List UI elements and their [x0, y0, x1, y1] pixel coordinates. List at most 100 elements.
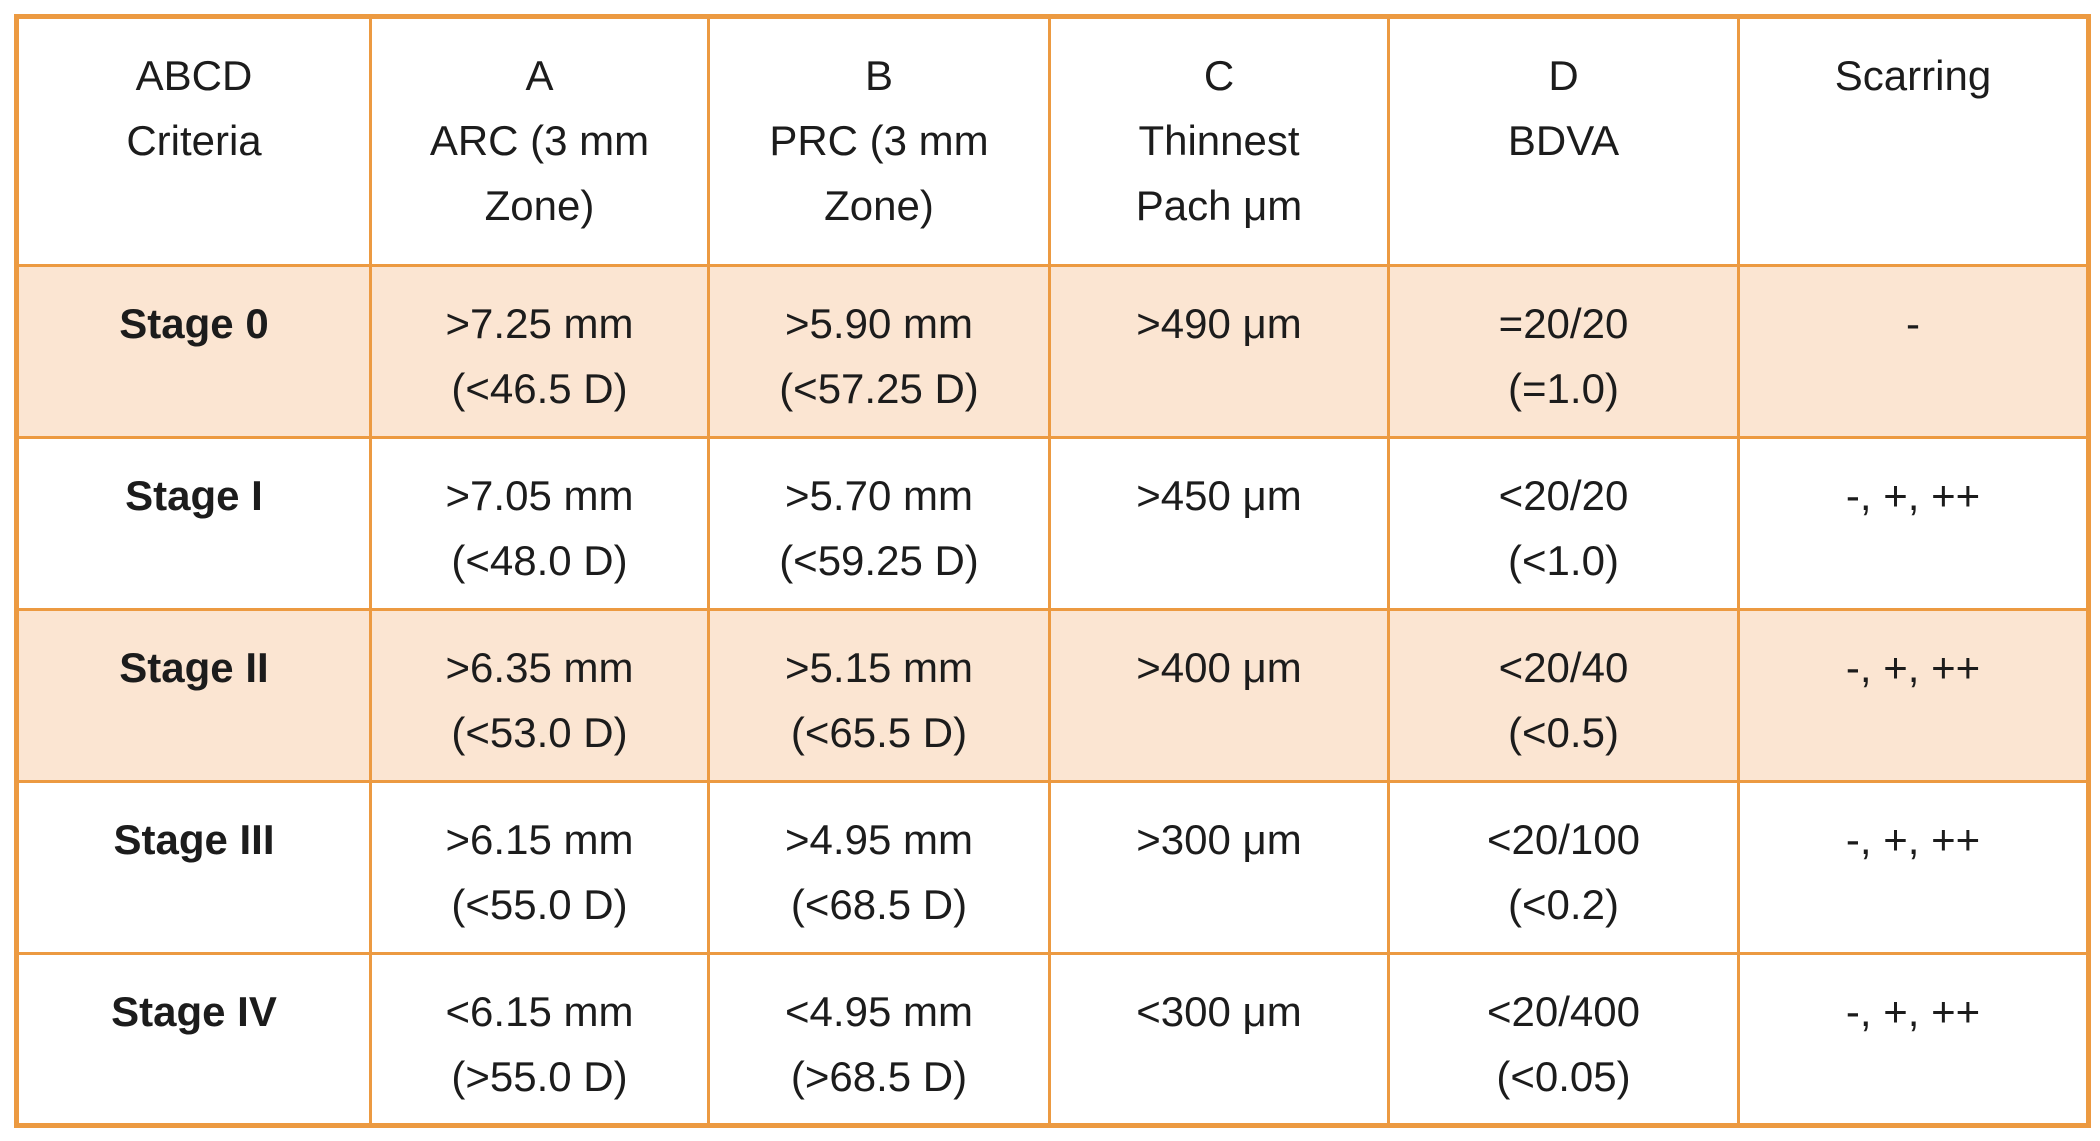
header-line: ARC (3 mm: [429, 117, 650, 164]
cell-line: >6.35 mm: [445, 644, 634, 691]
header-line: C: [1203, 52, 1235, 99]
cell-line: >4.95 mm: [785, 816, 973, 863]
cell-line: >5.90 mm: [785, 300, 973, 347]
scarring-cell: -, +, ++: [1737, 952, 2090, 1127]
cell-line: (<0.2): [1508, 881, 1619, 928]
stage-cell: Stage I: [15, 436, 372, 611]
header-row: ABCD Criteria A ARC (3 mm Zone) B PRC (3…: [15, 15, 2090, 267]
scarring-cell: -, +, ++: [1737, 608, 2090, 783]
cell-line: (<46.5 D): [451, 365, 628, 412]
table-row-stage-4: Stage IV <6.15 mm (>55.0 D) <4.95 mm (>6…: [15, 952, 2090, 1127]
header-line: B: [864, 52, 893, 99]
stage-cell: Stage II: [15, 608, 372, 783]
stage-cell: Stage IV: [15, 952, 372, 1127]
table-row-stage-1: Stage I >7.05 mm (<48.0 D) >5.70 mm (<59…: [15, 436, 2090, 611]
cell-line: -: [1906, 300, 1920, 347]
cell-line: (<0.5): [1508, 709, 1619, 756]
arc-cell: <6.15 mm (>55.0 D): [369, 952, 710, 1127]
arc-cell: >6.35 mm (<53.0 D): [369, 608, 710, 783]
stage-label: Stage IV: [111, 988, 277, 1035]
cell-line: -, +, ++: [1845, 816, 1981, 863]
header-line: Zone): [824, 182, 934, 229]
header-line: D: [1548, 52, 1579, 99]
stage-label: Stage III: [113, 816, 275, 863]
cell-line: (<48.0 D): [451, 537, 628, 584]
cell-line: >7.05 mm: [445, 472, 634, 519]
col-header-abcd-criteria: ABCD Criteria: [15, 15, 372, 267]
pach-cell: >400 μm: [1048, 608, 1390, 783]
cell-line: >6.15 mm: [445, 816, 634, 863]
cell-line: (>55.0 D): [451, 1053, 628, 1100]
stage-label: Stage I: [125, 472, 263, 519]
stage-label: Stage II: [119, 644, 269, 691]
cell-line: -, +, ++: [1845, 644, 1981, 691]
col-header-scarring: Scarring: [1737, 15, 2090, 267]
arc-cell: >7.25 mm (<46.5 D): [369, 264, 710, 439]
scarring-cell: -, +, ++: [1737, 780, 2090, 955]
header-line: Pach μm: [1135, 182, 1303, 229]
bdva-cell: <20/100 (<0.2): [1387, 780, 1740, 955]
scarring-cell: -: [1737, 264, 2090, 439]
scarring-cell: -, +, ++: [1737, 436, 2090, 611]
col-header-bdva: D BDVA: [1387, 15, 1740, 267]
bdva-cell: <20/40 (<0.5): [1387, 608, 1740, 783]
cell-line: <6.15 mm: [445, 988, 634, 1035]
cell-line: (<65.5 D): [790, 709, 968, 756]
cell-line: (<1.0): [1508, 537, 1619, 584]
cell-line: (<57.25 D): [779, 365, 979, 412]
prc-cell: >5.90 mm (<57.25 D): [707, 264, 1051, 439]
table-row-stage-0: Stage 0 >7.25 mm (<46.5 D) >5.90 mm (<57…: [15, 264, 2090, 439]
cell-line: <4.95 mm: [785, 988, 973, 1035]
arc-cell: >7.05 mm (<48.0 D): [369, 436, 710, 611]
col-header-arc: A ARC (3 mm Zone): [369, 15, 710, 267]
pach-cell: >300 μm: [1048, 780, 1390, 955]
prc-cell: <4.95 mm (>68.5 D): [707, 952, 1051, 1127]
cell-line: >7.25 mm: [445, 300, 634, 347]
stage-label: Stage 0: [119, 300, 269, 347]
cell-line: (=1.0): [1508, 365, 1619, 412]
cell-line: (<68.5 D): [790, 881, 968, 928]
bdva-cell: <20/20 (<1.0): [1387, 436, 1740, 611]
pach-cell: >490 μm: [1048, 264, 1390, 439]
abcd-criteria-table: ABCD Criteria A ARC (3 mm Zone) B PRC (3…: [14, 14, 2091, 1128]
cell-line: (<55.0 D): [451, 881, 628, 928]
prc-cell: >4.95 mm (<68.5 D): [707, 780, 1051, 955]
cell-line: =20/20: [1498, 300, 1629, 347]
col-header-thinnest-pach: C Thinnest Pach μm: [1048, 15, 1390, 267]
pach-cell: >450 μm: [1048, 436, 1390, 611]
prc-cell: >5.15 mm (<65.5 D): [707, 608, 1051, 783]
cell-line: >300 μm: [1136, 816, 1302, 863]
prc-cell: >5.70 mm (<59.25 D): [707, 436, 1051, 611]
table-row-stage-3: Stage III >6.15 mm (<55.0 D) >4.95 mm (<…: [15, 780, 2090, 955]
header-line: Zone): [484, 182, 595, 229]
cell-line: >490 μm: [1136, 300, 1302, 347]
col-header-prc: B PRC (3 mm Zone): [707, 15, 1051, 267]
cell-line: <20/20: [1498, 472, 1629, 519]
cell-line: <20/400: [1487, 988, 1640, 1035]
cell-line: >400 μm: [1136, 644, 1302, 691]
bdva-cell: <20/400 (<0.05): [1387, 952, 1740, 1127]
header-line: ABCD: [135, 52, 253, 99]
stage-cell: Stage 0: [15, 264, 372, 439]
cell-line: -, +, ++: [1845, 988, 1981, 1035]
cell-line: -, +, ++: [1845, 472, 1981, 519]
header-line: PRC (3 mm: [769, 117, 989, 164]
cell-line: (>68.5 D): [790, 1053, 968, 1100]
arc-cell: >6.15 mm (<55.0 D): [369, 780, 710, 955]
table-row-stage-2: Stage II >6.35 mm (<53.0 D) >5.15 mm (<6…: [15, 608, 2090, 783]
cell-line: >5.15 mm: [785, 644, 973, 691]
cell-line: <20/100: [1487, 816, 1640, 863]
header-line: Thinnest: [1138, 117, 1300, 164]
cell-line: (<59.25 D): [779, 537, 979, 584]
pach-cell: <300 μm: [1048, 952, 1390, 1127]
bdva-cell: =20/20 (=1.0): [1387, 264, 1740, 439]
header-line: A: [525, 52, 554, 99]
cell-line: (<53.0 D): [451, 709, 628, 756]
header-line: Scarring: [1834, 52, 1992, 99]
cell-line: <20/40: [1498, 644, 1629, 691]
cell-line: >5.70 mm: [785, 472, 973, 519]
cell-line: (<0.05): [1496, 1053, 1631, 1100]
header-line: BDVA: [1507, 117, 1620, 164]
cell-line: >450 μm: [1136, 472, 1302, 519]
header-line: Criteria: [126, 117, 262, 164]
